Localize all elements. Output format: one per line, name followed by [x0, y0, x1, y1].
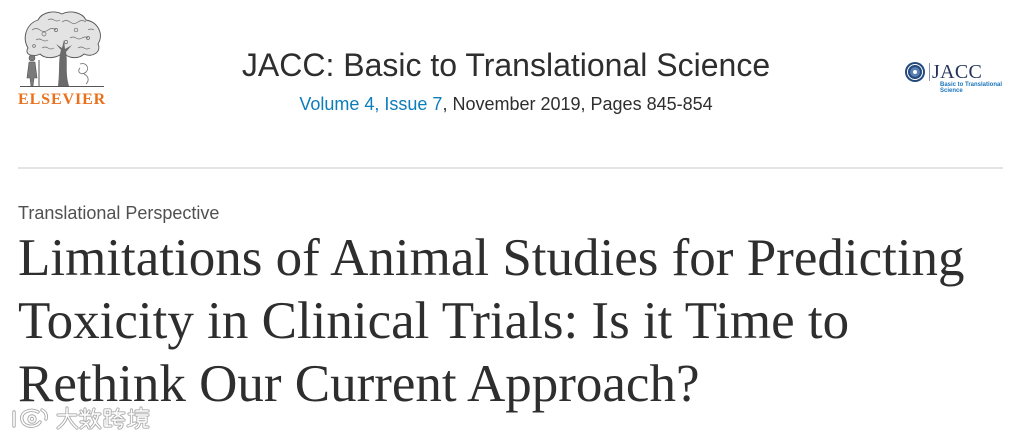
elsevier-wordmark: ELSEVIER — [18, 91, 107, 108]
issue-info: Volume 4, Issue 7, November 2019, Pages … — [206, 93, 806, 115]
issue-link[interactable]: Volume 4, Issue 7 — [299, 94, 443, 114]
article-title-line: Rethink Our Current Approach? — [18, 355, 700, 413]
article-type-label: Translational Perspective — [18, 203, 220, 223]
article-title-line: Limitations of Animal Studies for Predic… — [18, 229, 965, 287]
jacc-seal-icon — [905, 62, 925, 82]
elsevier-logo-link[interactable]: ELSEVIER — [18, 8, 106, 108]
article-title-line: Toxicity in Clinical Trials: Is it Time … — [18, 292, 850, 350]
journal-title-link[interactable]: JACC: Basic to Translational Science — [241, 47, 771, 83]
jacc-logo-divider — [929, 63, 930, 81]
elsevier-tree-icon — [20, 11, 104, 87]
article-title: Limitations of Animal Studies for Predic… — [18, 227, 965, 416]
watermark-lettering — [56, 406, 150, 430]
watermark-logo-icon — [12, 408, 49, 428]
header-divider — [18, 167, 1003, 169]
jacc-wordmark: JACC — [932, 61, 983, 83]
jacc-subtitle-line-1: Basic to Translational — [940, 82, 1003, 88]
jacc-logo-link[interactable]: JACC Basic to Translational Science — [904, 58, 1004, 94]
watermark — [8, 404, 150, 432]
jacc-subtitle-line-2: Science — [940, 88, 963, 94]
issue-details: , November 2019, Pages 845-854 — [442, 94, 713, 114]
